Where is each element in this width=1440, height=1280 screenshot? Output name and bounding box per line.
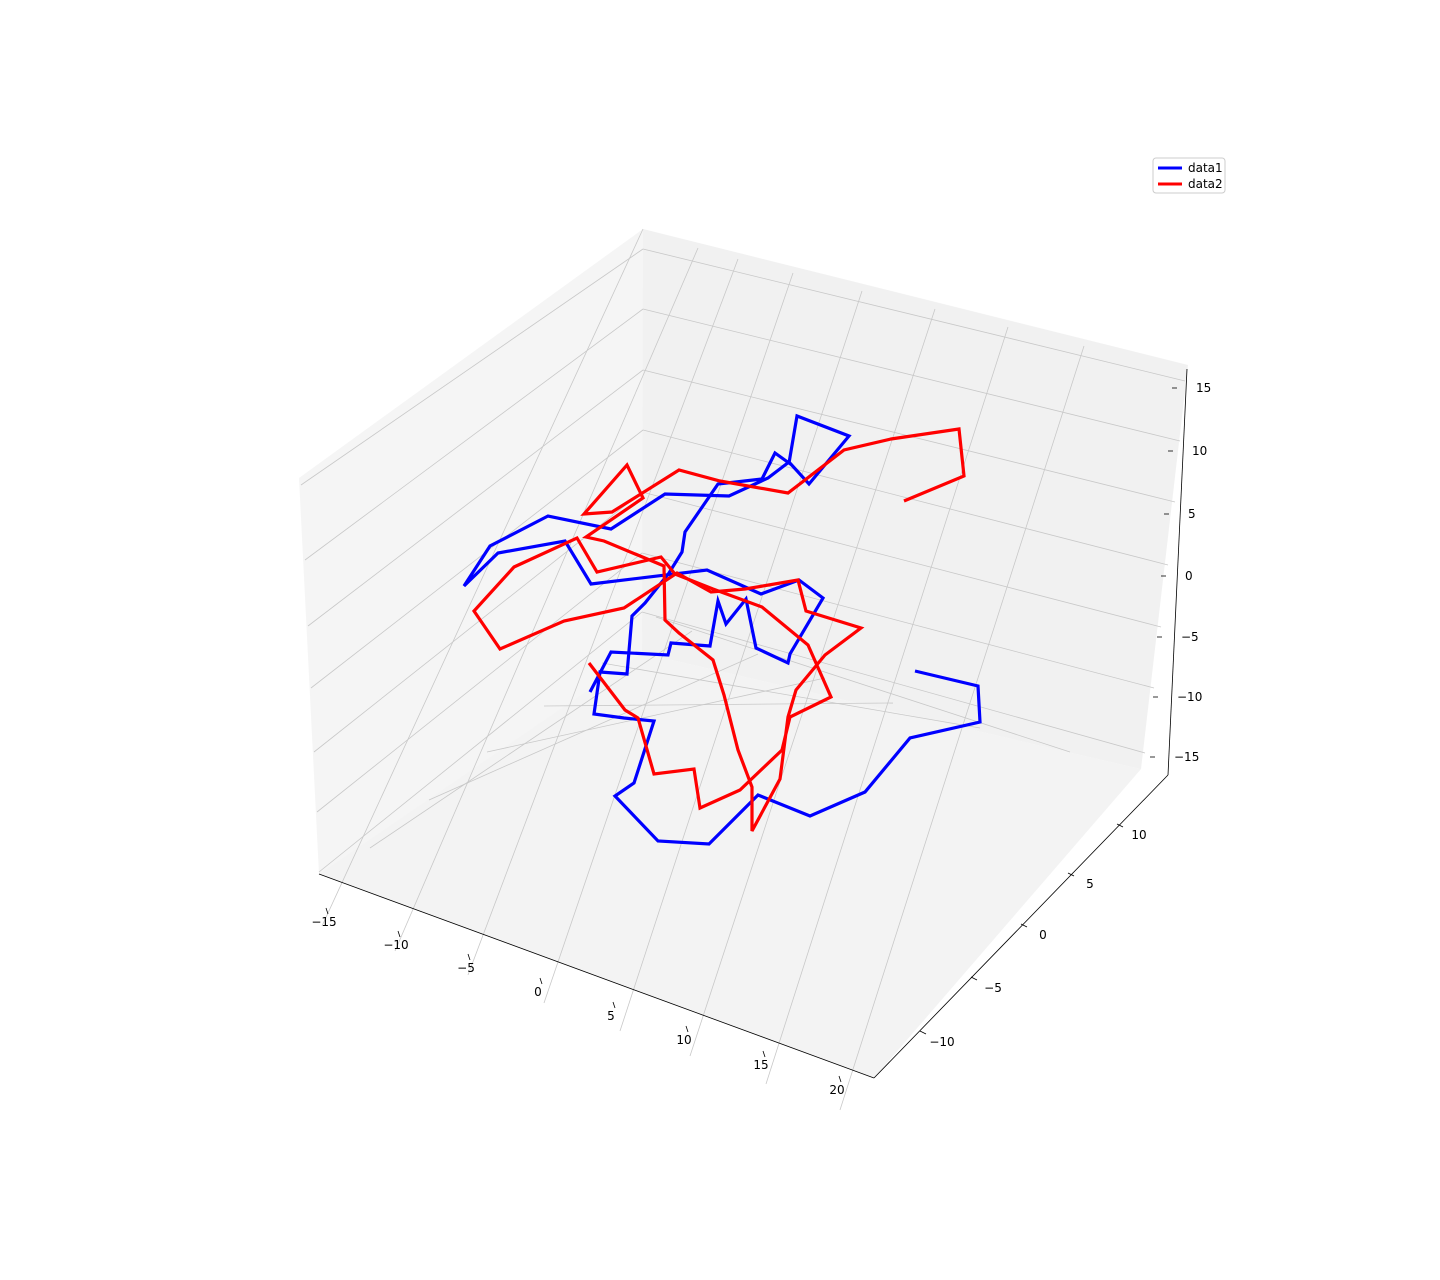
gridline bbox=[428, 653, 759, 801]
gridline bbox=[310, 429, 644, 689]
gridline bbox=[369, 630, 693, 849]
axes-3d: −15 −10 −5 0 5 10 15 20 −10 −5 0 5 10 −15 −10 −5 0 5 10 15 bbox=[299, 228, 1211, 1111]
z-tick-label: −5 bbox=[1181, 630, 1199, 644]
x-tick-label: 0 bbox=[534, 985, 542, 999]
x-tick-label: −15 bbox=[311, 915, 336, 929]
gridline bbox=[318, 611, 643, 873]
y-tick-label: 5 bbox=[1086, 877, 1094, 891]
z-tick-label: −10 bbox=[1177, 690, 1202, 704]
x-tick-mark bbox=[467, 953, 471, 961]
gridline bbox=[316, 552, 643, 813]
legend-label-data1: data1 bbox=[1188, 161, 1223, 175]
y-tick-mark bbox=[970, 976, 978, 981]
z-tick-label: 0 bbox=[1185, 569, 1193, 583]
gridline bbox=[655, 616, 1071, 753]
gridline bbox=[765, 326, 1009, 1085]
z-tick-label: −15 bbox=[1174, 750, 1199, 764]
x-tick-mark bbox=[612, 1001, 616, 1009]
gridline bbox=[642, 308, 1181, 442]
gridline bbox=[689, 308, 936, 1057]
y-tick-label: −5 bbox=[984, 981, 1002, 995]
x-tick-label: 15 bbox=[753, 1058, 768, 1072]
floor-pane bbox=[319, 653, 1141, 1078]
ticks: −15 −10 −5 0 5 10 15 20 −10 −5 0 5 10 −15 −10 −5 0 5 10 15 bbox=[311, 381, 1211, 1097]
y-tick-mark bbox=[1067, 872, 1075, 877]
x-tick-mark bbox=[838, 1075, 842, 1083]
gridline bbox=[839, 345, 1085, 1111]
x-tick-label: 10 bbox=[676, 1033, 691, 1047]
x-axis-line bbox=[318, 873, 875, 1079]
x-tick-mark bbox=[685, 1025, 689, 1033]
gridline bbox=[642, 248, 1186, 382]
back-pane bbox=[642, 229, 1188, 769]
series-layer bbox=[462, 413, 982, 846]
x-tick-label: 5 bbox=[607, 1009, 615, 1023]
x-tick-mark bbox=[539, 977, 543, 985]
z-tick-label: 15 bbox=[1196, 381, 1211, 395]
gridline bbox=[543, 702, 894, 707]
x-tick-label: −5 bbox=[457, 961, 475, 975]
y-tick-mark bbox=[1116, 823, 1124, 828]
legend: data1 data2 bbox=[1152, 157, 1226, 194]
x-tick-mark bbox=[762, 1050, 766, 1058]
gridline bbox=[307, 369, 644, 627]
gridline bbox=[394, 247, 699, 952]
x-tick-mark bbox=[397, 930, 401, 938]
left-pane bbox=[299, 229, 643, 874]
gridline bbox=[543, 272, 794, 1004]
gridline bbox=[300, 248, 644, 486]
gridline bbox=[486, 677, 826, 753]
gridline bbox=[642, 429, 1169, 566]
gridline bbox=[601, 662, 981, 729]
series-line-data2 bbox=[471, 427, 966, 832]
x-tick-label: −10 bbox=[383, 938, 408, 952]
y-tick-mark bbox=[919, 1030, 927, 1035]
x-tick-label: 20 bbox=[829, 1083, 844, 1097]
z-tick-label: 5 bbox=[1188, 507, 1196, 521]
legend-label-data2: data2 bbox=[1188, 177, 1223, 191]
y-tick-label: −10 bbox=[929, 1035, 954, 1049]
gridline bbox=[641, 552, 1155, 689]
z-axis-line bbox=[1167, 368, 1188, 776]
gridline bbox=[321, 228, 644, 927]
gridline bbox=[641, 491, 1162, 628]
gridline bbox=[304, 308, 644, 561]
y-axis-line bbox=[873, 774, 1169, 1079]
gridline bbox=[467, 258, 739, 976]
gridline bbox=[641, 611, 1146, 754]
z-tick-label: 10 bbox=[1192, 444, 1207, 458]
y-tick-label: 10 bbox=[1131, 828, 1146, 842]
y-tick-mark bbox=[1020, 923, 1028, 928]
x-tick-mark bbox=[325, 907, 329, 915]
y-tick-label: 0 bbox=[1039, 928, 1047, 942]
